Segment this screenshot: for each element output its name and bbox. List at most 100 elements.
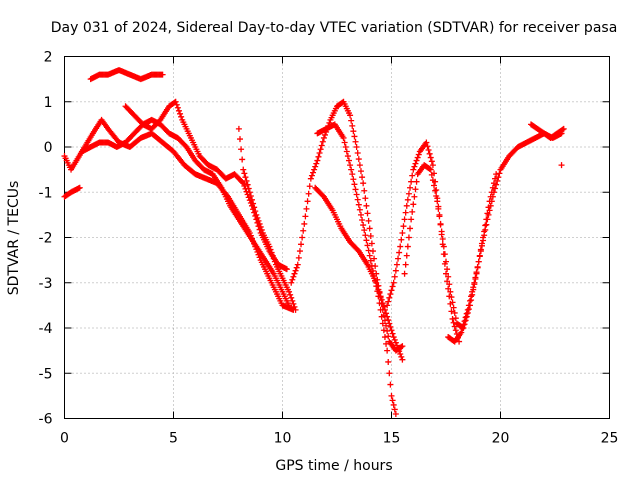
data-point — [403, 202, 410, 209]
series-track-d — [78, 116, 293, 309]
data-point — [240, 180, 247, 187]
data-point — [392, 339, 399, 346]
data-point — [318, 142, 325, 149]
series-track-f — [235, 125, 299, 313]
data-point — [360, 180, 367, 187]
data-point — [407, 225, 414, 232]
data-point — [388, 327, 395, 334]
data-point — [451, 323, 458, 330]
series-track-g — [288, 98, 406, 354]
data-point — [403, 252, 410, 259]
data-point — [397, 351, 404, 358]
data-point — [412, 160, 419, 167]
data-point — [488, 198, 495, 205]
data-point — [293, 264, 300, 271]
data-point — [381, 306, 388, 313]
data-point — [291, 303, 298, 310]
data-point — [448, 308, 455, 315]
data-point — [238, 146, 245, 153]
data-point — [426, 165, 433, 172]
data-point — [393, 342, 400, 349]
tick-labels: 0 5 10 15 20 25 -6 -5 -4 -3 -2 -1 0 1 2 — [39, 50, 619, 447]
data-point — [244, 181, 251, 188]
data-point — [298, 241, 305, 248]
data-point — [384, 347, 391, 354]
data-point — [376, 289, 383, 296]
data-point — [240, 166, 247, 173]
data-point — [470, 284, 477, 291]
data-point — [405, 234, 412, 241]
data-point — [482, 226, 489, 233]
data-point — [399, 343, 406, 350]
data-point — [342, 144, 349, 150]
data-point — [302, 213, 309, 220]
data-point — [371, 255, 378, 262]
data-point — [299, 234, 306, 241]
data-point — [352, 186, 359, 193]
data-point — [256, 220, 263, 227]
data-point — [468, 293, 475, 300]
data-point — [558, 162, 565, 169]
data-point — [312, 163, 319, 170]
data-point — [493, 181, 500, 188]
data-point — [386, 370, 393, 377]
data-point — [242, 174, 249, 181]
data-point — [473, 269, 480, 276]
data-point — [391, 406, 398, 413]
data-point — [465, 302, 472, 309]
data-point — [429, 162, 436, 169]
data-point — [365, 247, 372, 254]
data-point — [241, 183, 248, 190]
data-point — [404, 196, 411, 203]
data-point — [243, 177, 250, 184]
data-point — [378, 313, 385, 320]
data-point — [313, 160, 320, 167]
data-point — [381, 334, 388, 341]
x-tick-label: 20 — [492, 431, 510, 447]
data-point — [292, 306, 299, 313]
data-point — [290, 300, 297, 307]
data-point — [305, 190, 312, 197]
data-point — [426, 150, 433, 157]
data-point — [414, 154, 421, 161]
data-point — [317, 146, 324, 153]
data-point — [413, 178, 420, 185]
data-point — [427, 166, 434, 173]
data-point — [375, 286, 382, 293]
data-point — [486, 207, 493, 214]
data-point — [402, 209, 409, 216]
data-point — [287, 291, 294, 298]
data-point — [159, 71, 166, 78]
data-point — [476, 253, 483, 260]
data-point — [175, 107, 182, 114]
x-tick-label: 5 — [169, 431, 178, 447]
data-point — [559, 126, 566, 133]
data-point — [251, 204, 258, 211]
data-point — [450, 319, 457, 326]
data-point — [481, 232, 488, 239]
data-point — [433, 186, 440, 193]
data-point — [367, 257, 374, 264]
data-point — [396, 348, 403, 355]
data-point — [303, 205, 310, 212]
y-axis-label: SDTVAR / TECUs — [6, 181, 22, 296]
data-point — [452, 327, 459, 334]
data-point — [266, 243, 273, 250]
data-point — [355, 156, 362, 163]
data-point — [368, 262, 375, 269]
data-point — [348, 166, 355, 173]
data-point — [248, 196, 255, 203]
data-point — [322, 131, 329, 138]
data-point — [361, 227, 368, 234]
data-point — [436, 213, 443, 220]
y-tick-label: 2 — [44, 50, 53, 66]
data-point — [296, 248, 303, 255]
data-point — [239, 179, 246, 186]
data-point — [349, 122, 356, 129]
data-point — [239, 156, 246, 163]
data-point — [353, 191, 360, 198]
data-point — [399, 229, 406, 236]
data-point — [483, 221, 490, 228]
data-point — [407, 184, 414, 191]
data-point — [447, 288, 454, 295]
